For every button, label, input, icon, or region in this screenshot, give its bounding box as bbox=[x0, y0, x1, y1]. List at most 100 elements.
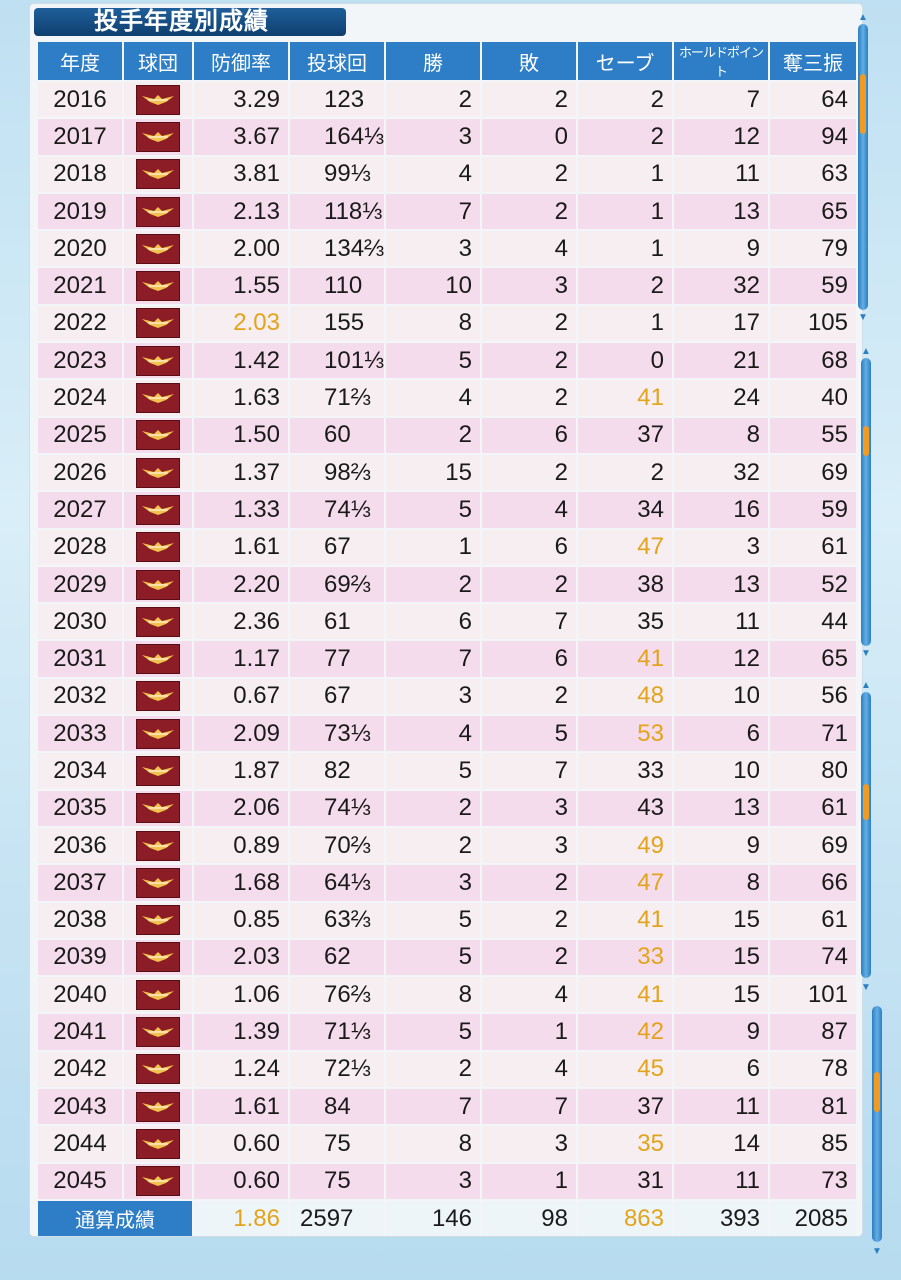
scrollbar[interactable] bbox=[858, 24, 868, 310]
scrollbar[interactable] bbox=[861, 358, 871, 646]
scroll-down-icon[interactable]: ▼ bbox=[872, 1246, 882, 1257]
hold-points-cell: 3 bbox=[674, 529, 768, 565]
scroll-down-icon[interactable]: ▼ bbox=[861, 648, 871, 659]
team-cell bbox=[124, 380, 192, 416]
totals-row: 通算成績 1.86 2597 146 98 863 393 2085 bbox=[38, 1200, 856, 1237]
scroll-down-icon[interactable]: ▼ bbox=[858, 312, 868, 323]
saves-cell: 53 bbox=[578, 716, 672, 752]
strikeouts-cell: 105 bbox=[770, 305, 856, 342]
innings-cell: 74⅓ bbox=[290, 790, 384, 826]
scrollbar[interactable] bbox=[861, 692, 871, 978]
team-cell bbox=[124, 902, 192, 938]
era-cell: 1.17 bbox=[194, 641, 288, 677]
team-cell bbox=[124, 268, 192, 304]
scrollbar-thumb[interactable] bbox=[874, 1072, 880, 1112]
wins-cell: 5 bbox=[386, 753, 480, 789]
strikeouts-cell: 61 bbox=[770, 902, 856, 938]
year-cell: 2030 bbox=[38, 604, 122, 640]
era-cell: 2.09 bbox=[194, 716, 288, 752]
losses-cell: 2 bbox=[482, 82, 576, 118]
saves-cell: 33 bbox=[578, 753, 672, 789]
losses-cell: 7 bbox=[482, 1089, 576, 1125]
era-cell: 0.67 bbox=[194, 678, 288, 715]
scrollbar-thumb[interactable] bbox=[863, 426, 869, 456]
losses-cell: 2 bbox=[482, 678, 576, 715]
hold-points-cell: 11 bbox=[674, 1163, 768, 1199]
table-row: 2033 2.09 73⅓ 4 5 53 6 71 bbox=[38, 716, 856, 752]
col-header-losses: 敗 bbox=[482, 42, 576, 80]
innings-cell: 82 bbox=[290, 753, 384, 789]
wins-cell: 3 bbox=[386, 1163, 480, 1199]
total-hold-points-cell: 393 bbox=[674, 1200, 768, 1237]
innings-cell: 155 bbox=[290, 305, 384, 342]
strikeouts-cell: 73 bbox=[770, 1163, 856, 1199]
hold-points-cell: 6 bbox=[674, 1051, 768, 1088]
table-row: 2016 3.29 123 2 2 2 7 64 bbox=[38, 82, 856, 118]
era-cell: 1.50 bbox=[194, 417, 288, 453]
scroll-down-icon[interactable]: ▼ bbox=[861, 982, 871, 993]
scrollbar-thumb[interactable] bbox=[863, 784, 869, 820]
innings-cell: 75 bbox=[290, 1163, 384, 1199]
scrollbar[interactable] bbox=[872, 1006, 882, 1242]
team-cell bbox=[124, 1163, 192, 1199]
innings-cell: 70⅔ bbox=[290, 827, 384, 864]
table-row: 2032 0.67 67 3 2 48 10 56 bbox=[38, 678, 856, 715]
wins-cell: 8 bbox=[386, 305, 480, 342]
strikeouts-cell: 69 bbox=[770, 454, 856, 491]
hold-points-cell: 15 bbox=[674, 977, 768, 1013]
year-cell: 2036 bbox=[38, 827, 122, 864]
innings-cell: 61 bbox=[290, 604, 384, 640]
year-cell: 2032 bbox=[38, 678, 122, 715]
strikeouts-cell: 66 bbox=[770, 865, 856, 901]
table-row: 2042 1.24 72⅓ 2 4 45 6 78 bbox=[38, 1051, 856, 1088]
team-cell bbox=[124, 1014, 192, 1050]
team-cell bbox=[124, 231, 192, 267]
wins-cell: 6 bbox=[386, 604, 480, 640]
innings-cell: 101⅓ bbox=[290, 343, 384, 379]
innings-cell: 84 bbox=[290, 1089, 384, 1125]
losses-cell: 2 bbox=[482, 380, 576, 416]
eagles-logo-icon bbox=[136, 569, 180, 600]
table-row: 2023 1.42 101⅓ 5 2 0 21 68 bbox=[38, 343, 856, 379]
eagles-logo-icon bbox=[136, 233, 180, 264]
losses-cell: 1 bbox=[482, 1014, 576, 1050]
strikeouts-cell: 87 bbox=[770, 1014, 856, 1050]
saves-cell: 35 bbox=[578, 604, 672, 640]
year-cell: 2045 bbox=[38, 1163, 122, 1199]
era-cell: 0.89 bbox=[194, 827, 288, 864]
losses-cell: 4 bbox=[482, 231, 576, 267]
eagles-logo-icon bbox=[136, 84, 180, 115]
era-cell: 3.29 bbox=[194, 82, 288, 118]
table-row: 2019 2.13 118⅓ 7 2 1 13 65 bbox=[38, 193, 856, 230]
hold-points-cell: 21 bbox=[674, 343, 768, 379]
scroll-up-icon[interactable]: ▲ bbox=[861, 346, 871, 357]
total-strikeouts-cell: 2085 bbox=[770, 1200, 856, 1237]
table-row: 2034 1.87 82 5 7 33 10 80 bbox=[38, 753, 856, 789]
scrollbar-thumb[interactable] bbox=[860, 74, 866, 134]
eagles-logo-icon bbox=[136, 383, 180, 414]
table-row: 2022 2.03 155 8 2 1 17 105 bbox=[38, 305, 856, 342]
year-cell: 2021 bbox=[38, 268, 122, 304]
era-cell: 2.13 bbox=[194, 193, 288, 230]
team-cell bbox=[124, 641, 192, 677]
losses-cell: 2 bbox=[482, 566, 576, 603]
wins-cell: 2 bbox=[386, 827, 480, 864]
team-cell bbox=[124, 492, 192, 528]
table-row: 2018 3.81 99⅓ 4 2 1 11 63 bbox=[38, 156, 856, 192]
col-header-innings: 投球回 bbox=[290, 42, 384, 80]
saves-cell: 1 bbox=[578, 193, 672, 230]
saves-cell: 41 bbox=[578, 902, 672, 938]
scroll-up-icon[interactable]: ▲ bbox=[858, 12, 868, 23]
wins-cell: 3 bbox=[386, 231, 480, 267]
strikeouts-cell: 40 bbox=[770, 380, 856, 416]
innings-cell: 73⅓ bbox=[290, 716, 384, 752]
total-wins-cell: 146 bbox=[386, 1200, 480, 1237]
innings-cell: 72⅓ bbox=[290, 1051, 384, 1088]
wins-cell: 7 bbox=[386, 193, 480, 230]
wins-cell: 2 bbox=[386, 417, 480, 453]
eagles-logo-icon bbox=[136, 755, 180, 786]
era-cell: 3.67 bbox=[194, 119, 288, 155]
year-cell: 2043 bbox=[38, 1089, 122, 1125]
total-losses-cell: 98 bbox=[482, 1200, 576, 1237]
scroll-up-icon[interactable]: ▲ bbox=[861, 680, 871, 691]
